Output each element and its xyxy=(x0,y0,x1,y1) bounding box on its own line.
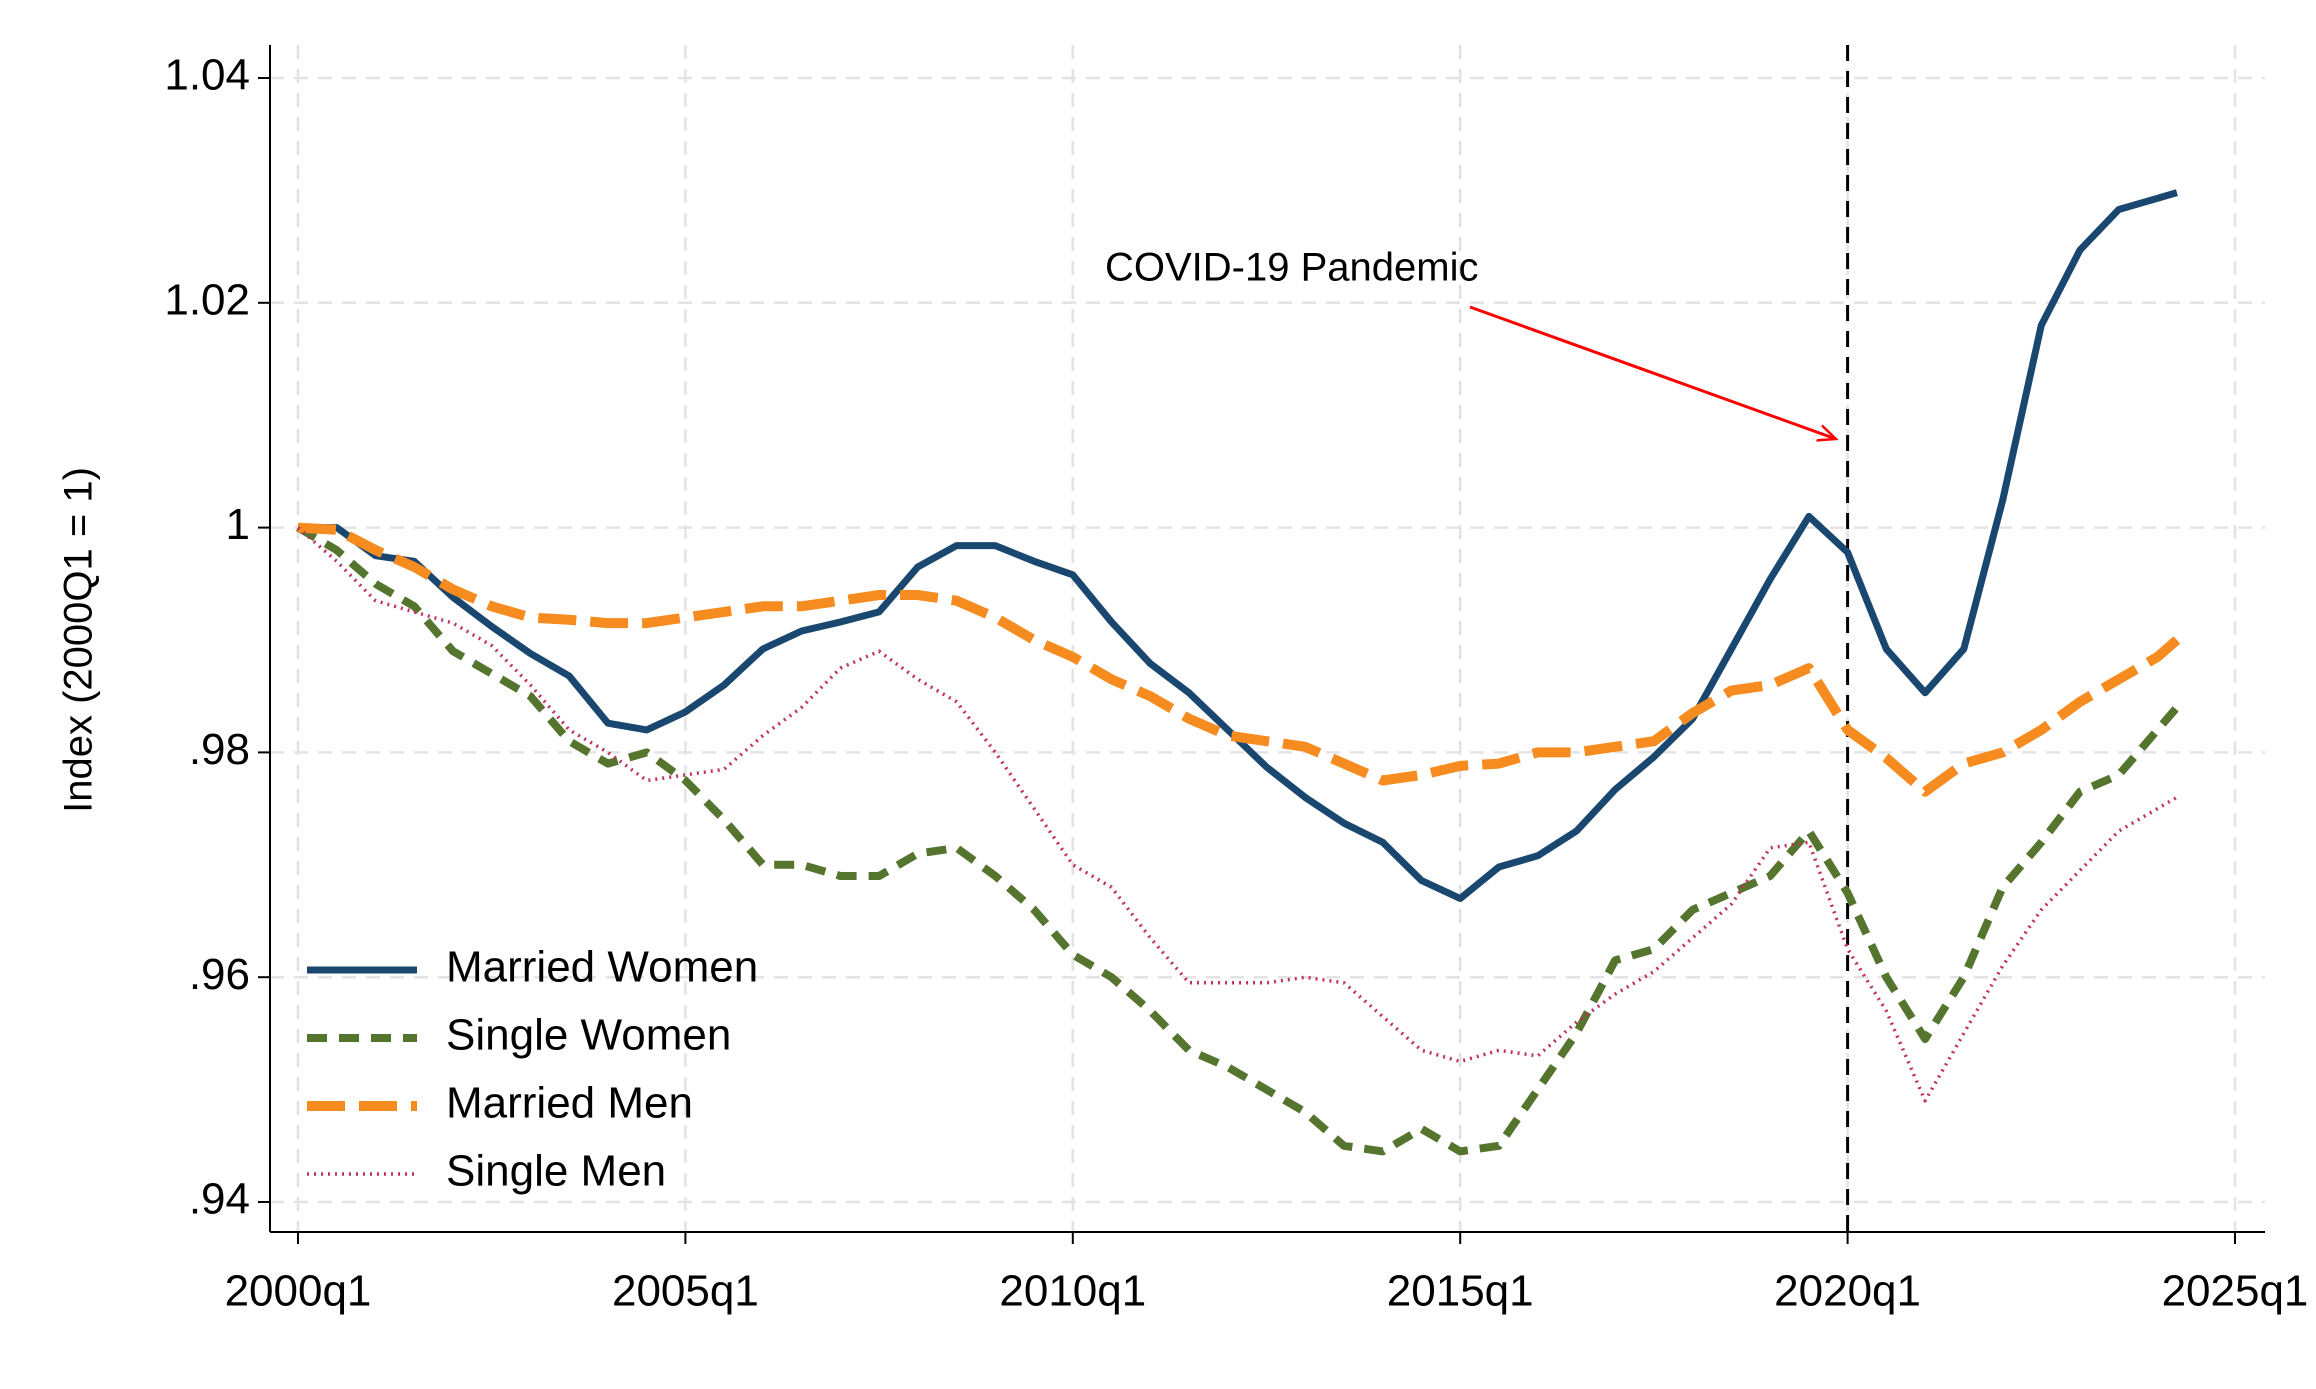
annotation-arrow xyxy=(1469,305,1836,439)
y-tick-label: .96 xyxy=(189,950,250,999)
annotation-text: COVID-19 Pandemic xyxy=(1105,246,1478,290)
x-tick-label: 2005q1 xyxy=(612,1267,759,1316)
x-tick-label: 2000q1 xyxy=(225,1267,372,1316)
x-tick-label: 2025q1 xyxy=(2162,1267,2309,1316)
x-tick-label: 2010q1 xyxy=(999,1267,1146,1316)
y-tick-label: .98 xyxy=(189,725,250,774)
y-tick-label: 1 xyxy=(226,500,250,549)
y-tick-label: .94 xyxy=(189,1175,250,1224)
series-line xyxy=(297,522,2181,797)
x-tick-label: 2020q1 xyxy=(1774,1267,1921,1316)
series-line xyxy=(296,526,2178,1103)
series-line xyxy=(295,524,2180,1156)
legend-label: Single Men xyxy=(446,1147,666,1196)
x-tick-label: 2015q1 xyxy=(1387,1267,1534,1316)
legend-label: Single Women xyxy=(446,1011,731,1060)
legend-label: Married Women xyxy=(446,943,758,992)
y-tick-label: 1.02 xyxy=(164,275,250,324)
y-axis-title: Index (2000Q1 = 1) xyxy=(57,467,101,813)
y-tick-label: 1.04 xyxy=(164,51,250,100)
series-line xyxy=(298,189,2178,902)
legend-label: Married Men xyxy=(446,1079,693,1128)
